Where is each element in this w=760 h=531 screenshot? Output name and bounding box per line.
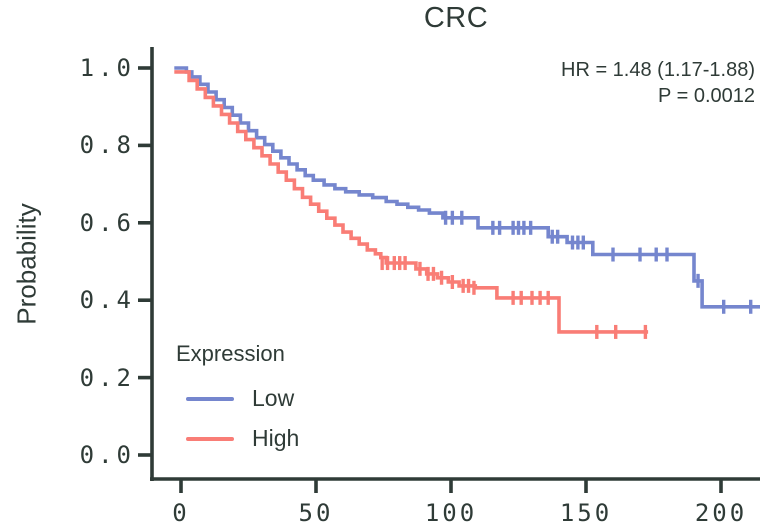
y-tick-label: 0.0 [79, 441, 135, 469]
x-tick-label: 200 [694, 499, 748, 527]
axes [138, 47, 760, 493]
legend-label-low: Low [252, 385, 295, 411]
survival-curves [174, 66, 760, 334]
plot-title: CRC [423, 2, 489, 34]
y-tick-label: 0.2 [79, 363, 135, 392]
censor-marks [380, 210, 753, 339]
hazard-ratio-text: HR = 1.48 (1.17-1.88) [561, 59, 755, 81]
x-tick-label: 150 [559, 499, 613, 527]
x-tick-label: 0 [172, 499, 190, 527]
legend-label-high: High [252, 425, 300, 451]
legend-title: Expression [176, 341, 285, 366]
x-tick-label: 100 [424, 499, 478, 527]
y-tick-label: 1.0 [79, 54, 135, 82]
curve-high [174, 70, 649, 334]
legend: Expression Low High [176, 341, 299, 451]
stats-annotation: HR = 1.48 (1.17-1.88) P = 0.0012 [561, 57, 755, 109]
legend-item-high: High [176, 425, 299, 452]
legend-item-low: Low [176, 385, 294, 412]
p-value-text: P = 0.0012 [658, 85, 755, 107]
curve-low [174, 66, 760, 309]
y-axis-title: Probability [11, 203, 42, 325]
y-tick-label: 0.6 [79, 208, 135, 237]
y-tick-label: 0.8 [79, 131, 135, 160]
low-line-swatch [186, 396, 234, 401]
x-tick-label: 50 [298, 499, 334, 527]
high-line-swatch [186, 436, 234, 441]
y-tick-label: 0.4 [79, 286, 135, 315]
